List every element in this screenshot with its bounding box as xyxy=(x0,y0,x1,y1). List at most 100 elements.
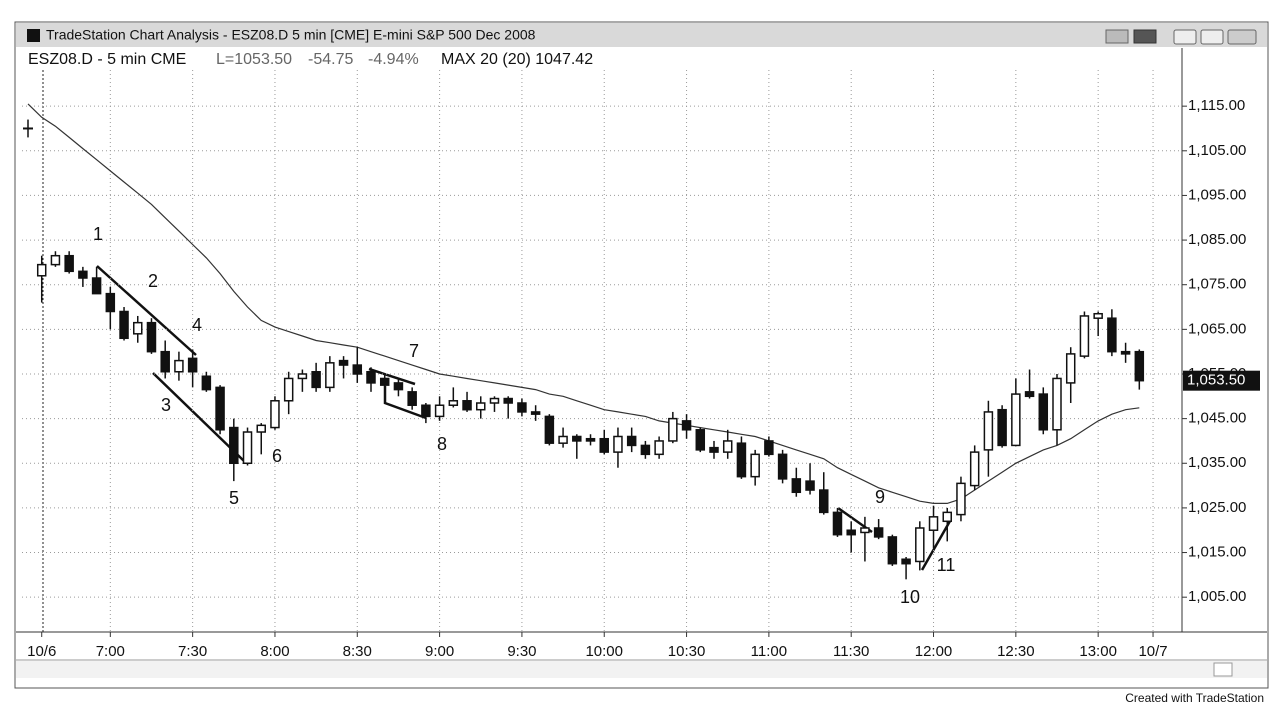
window-frame xyxy=(14,21,1269,689)
candle-body xyxy=(78,270,88,279)
y-tick-label: 1,045.00 xyxy=(1188,410,1246,427)
candle-body xyxy=(270,400,280,429)
symbol-button[interactable] xyxy=(1105,29,1129,44)
trend-lines xyxy=(96,265,952,571)
candle-body xyxy=(997,408,1007,447)
y-tick-label: 1,005.00 xyxy=(1188,588,1246,605)
x-tick-label: 12:30 xyxy=(997,643,1035,660)
candle xyxy=(105,286,116,330)
candle-body xyxy=(668,417,678,442)
candle xyxy=(626,427,637,453)
candle xyxy=(421,403,431,424)
x-tick-label: 12:00 xyxy=(915,643,953,660)
candle xyxy=(764,436,774,457)
candle-body xyxy=(942,511,952,523)
candle-body xyxy=(366,371,376,384)
candle xyxy=(270,396,280,430)
candle-body xyxy=(283,377,294,402)
trend-line xyxy=(96,265,197,356)
candle-body xyxy=(64,254,74,273)
candle-body xyxy=(201,375,212,391)
candle-body xyxy=(544,415,555,444)
annotation: 8 xyxy=(437,434,447,454)
candle xyxy=(283,371,294,415)
annotation: 4 xyxy=(192,315,202,335)
candle xyxy=(1093,311,1103,337)
close-button[interactable] xyxy=(1227,29,1257,45)
style-button[interactable] xyxy=(1133,29,1157,44)
moving-average xyxy=(27,103,1140,504)
candle-body xyxy=(626,435,637,447)
x-tick-label: 8:30 xyxy=(343,643,372,660)
candle xyxy=(379,373,390,388)
candle-body xyxy=(777,453,788,480)
candle xyxy=(860,516,870,562)
candle-body xyxy=(1107,317,1117,353)
candle xyxy=(352,347,363,383)
candle xyxy=(558,427,568,448)
candle-body xyxy=(695,429,706,451)
candle-body xyxy=(832,511,843,536)
y-tick-label: 1,065.00 xyxy=(1188,320,1246,337)
candle-body xyxy=(1134,350,1145,382)
candle-body xyxy=(462,400,472,411)
candle-body xyxy=(1120,350,1131,355)
candle xyxy=(78,266,88,287)
candle xyxy=(91,266,102,295)
minimize-button[interactable] xyxy=(1173,29,1197,45)
candle xyxy=(311,362,321,392)
x-tick-label: 11:00 xyxy=(751,643,787,660)
candle-body xyxy=(1038,393,1049,431)
candle xyxy=(695,427,706,453)
candle xyxy=(709,440,719,459)
stat-change: -54.75 xyxy=(308,51,353,68)
candle xyxy=(819,472,829,515)
candle xyxy=(1011,378,1021,447)
y-tick-label: 1,085.00 xyxy=(1188,231,1246,248)
candle xyxy=(722,429,733,459)
annotation: 7 xyxy=(409,341,419,361)
candle xyxy=(517,398,527,417)
candle-body xyxy=(160,350,170,373)
candle xyxy=(434,396,445,421)
candle xyxy=(915,521,925,571)
candle xyxy=(1065,347,1076,404)
candle-body xyxy=(709,446,719,453)
candle-body xyxy=(613,435,623,453)
candle-body xyxy=(736,442,747,478)
candle-body xyxy=(819,489,829,514)
stat-last: L=1053.50 xyxy=(216,51,292,68)
symbol-label: ESZ08.D - 5 min CME xyxy=(28,51,186,68)
annotation: 10 xyxy=(900,587,920,607)
candle xyxy=(174,351,184,381)
candle-body xyxy=(983,411,994,451)
candle-body xyxy=(846,529,856,536)
candle-body xyxy=(476,402,486,411)
candle xyxy=(805,463,815,495)
candle-body xyxy=(393,382,404,391)
candle-body xyxy=(489,397,500,404)
candle xyxy=(942,507,952,542)
candle-body xyxy=(174,359,184,373)
y-tick-label: 1,025.00 xyxy=(1188,499,1246,516)
annotation: 11 xyxy=(937,555,956,575)
candle xyxy=(160,340,170,379)
candle xyxy=(530,405,541,421)
candle-body xyxy=(1011,393,1021,447)
candle xyxy=(585,434,596,446)
annotation: 3 xyxy=(161,395,171,415)
scrollbar[interactable] xyxy=(16,661,1267,678)
candle xyxy=(846,521,856,553)
annotation: 6 xyxy=(272,446,282,466)
candle-body xyxy=(379,377,390,386)
candle xyxy=(50,251,61,267)
candle xyxy=(297,369,308,392)
candle xyxy=(462,391,472,412)
candle xyxy=(393,378,404,397)
candle-body xyxy=(873,527,884,538)
candle-body xyxy=(311,371,321,389)
scroll-thumb[interactable] xyxy=(1213,662,1233,677)
candle-body xyxy=(585,437,596,442)
candle xyxy=(476,396,486,419)
restore-button[interactable] xyxy=(1200,29,1224,45)
